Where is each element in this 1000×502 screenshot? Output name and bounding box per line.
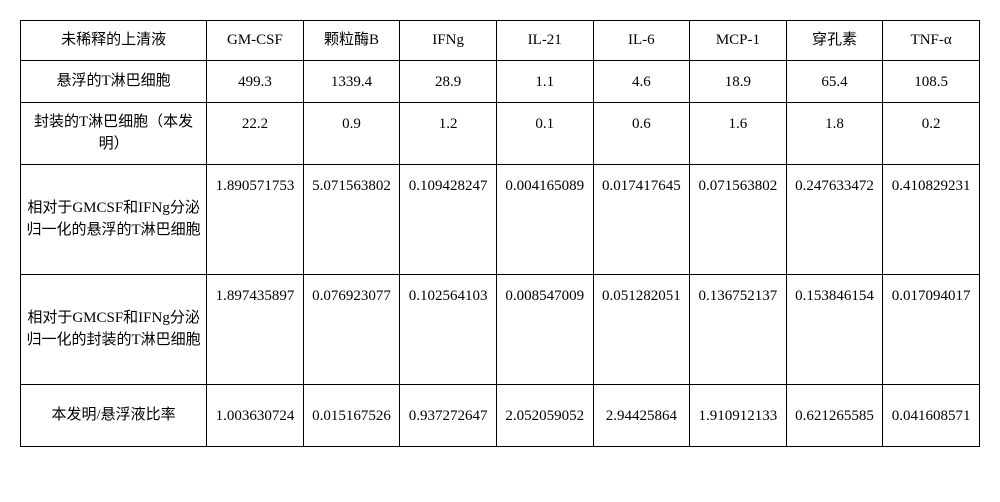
cell: 0.9 [303,102,400,164]
cell: 499.3 [207,60,304,102]
cell: 0.2 [883,102,980,164]
cell: 4.6 [593,60,690,102]
cell: 2.94425864 [593,384,690,446]
col-header-granzymeb: 颗粒酶B [303,21,400,61]
row-label: 相对于GMCSF和IFNg分泌归一化的封装的T淋巴细胞 [21,274,207,384]
col-header-ifng: IFNg [400,21,497,61]
cell: 1.897435897 [207,274,304,384]
cell: 0.102564103 [400,274,497,384]
cell: 22.2 [207,102,304,164]
cell: 0.153846154 [786,274,883,384]
cell: 1.2 [400,102,497,164]
row-label: 悬浮的T淋巴细胞 [21,60,207,102]
cell: 0.937272647 [400,384,497,446]
cell: 0.6 [593,102,690,164]
row-label: 本发明/悬浮液比率 [21,384,207,446]
table-row: 本发明/悬浮液比率 1.003630724 0.015167526 0.9372… [21,384,980,446]
table-row: 相对于GMCSF和IFNg分泌归一化的封装的T淋巴细胞 1.897435897 … [21,274,980,384]
cell: 0.017094017 [883,274,980,384]
col-header-perforin: 穿孔素 [786,21,883,61]
cell: 0.008547009 [496,274,593,384]
cell: 0.051282051 [593,274,690,384]
cell: 0.621265585 [786,384,883,446]
col-header-rowlabel: 未稀释的上清液 [21,21,207,61]
cell: 1.8 [786,102,883,164]
col-header-il6: IL-6 [593,21,690,61]
cell: 0.076923077 [303,274,400,384]
cell: 0.071563802 [690,164,787,274]
cell: 0.136752137 [690,274,787,384]
cell: 1.1 [496,60,593,102]
cell: 0.015167526 [303,384,400,446]
col-header-tnfa: TNF-α [883,21,980,61]
col-header-il21: IL-21 [496,21,593,61]
cell: 5.071563802 [303,164,400,274]
row-label: 封装的T淋巴细胞（本发明） [21,102,207,164]
cell: 1.890571753 [207,164,304,274]
cell: 1.6 [690,102,787,164]
col-header-mcp1: MCP-1 [690,21,787,61]
cell: 0.410829231 [883,164,980,274]
cell: 108.5 [883,60,980,102]
table-row: 封装的T淋巴细胞（本发明） 22.2 0.9 1.2 0.1 0.6 1.6 1… [21,102,980,164]
cytokine-data-table: 未稀释的上清液 GM-CSF 颗粒酶B IFNg IL-21 IL-6 MCP-… [20,20,980,447]
cell: 0.041608571 [883,384,980,446]
table-row: 悬浮的T淋巴细胞 499.3 1339.4 28.9 1.1 4.6 18.9 … [21,60,980,102]
cell: 0.247633472 [786,164,883,274]
cell: 1.003630724 [207,384,304,446]
row-label: 相对于GMCSF和IFNg分泌归一化的悬浮的T淋巴细胞 [21,164,207,274]
cell: 0.004165089 [496,164,593,274]
cell: 1.910912133 [690,384,787,446]
cell: 65.4 [786,60,883,102]
cell: 2.052059052 [496,384,593,446]
table-header-row: 未稀释的上清液 GM-CSF 颗粒酶B IFNg IL-21 IL-6 MCP-… [21,21,980,61]
cell: 18.9 [690,60,787,102]
cell: 0.1 [496,102,593,164]
cell: 0.109428247 [400,164,497,274]
cell: 1339.4 [303,60,400,102]
table-row: 相对于GMCSF和IFNg分泌归一化的悬浮的T淋巴细胞 1.890571753 … [21,164,980,274]
cell: 28.9 [400,60,497,102]
cell: 0.017417645 [593,164,690,274]
col-header-gmcsf: GM-CSF [207,21,304,61]
